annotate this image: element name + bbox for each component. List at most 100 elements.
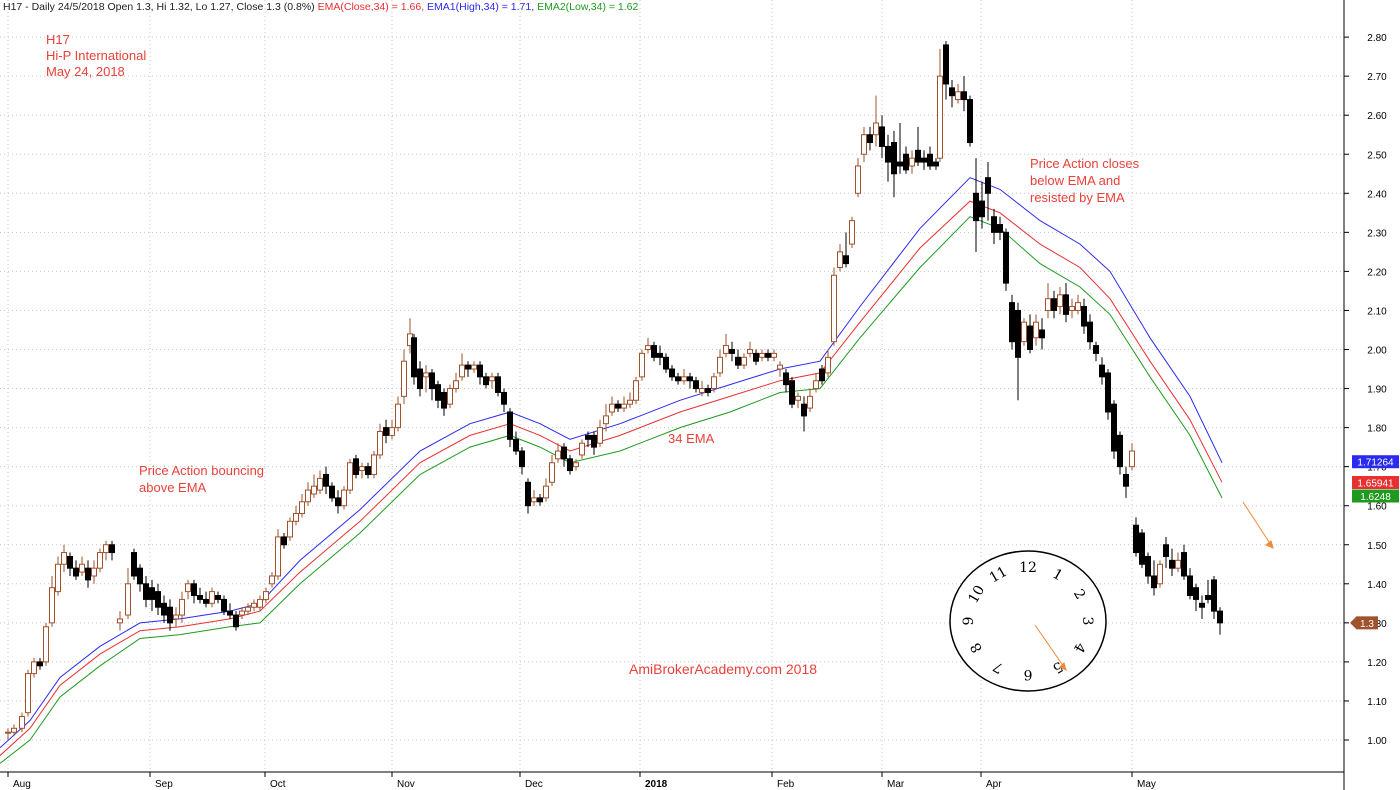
candle-body [1145, 555, 1151, 577]
candle-body [1139, 532, 1145, 565]
candle-body [1129, 450, 1135, 468]
candle-body [985, 177, 991, 194]
candle-body [317, 477, 323, 491]
candle-body [955, 91, 961, 101]
candle-body [435, 384, 441, 401]
candle-body [1169, 559, 1175, 569]
x-tick-label: Nov [397, 779, 415, 790]
clock-number: 3 [1079, 617, 1095, 626]
candle-body [125, 583, 131, 616]
chart-header: H17 - Daily 24/5/2018 Open 1.3, Hi 1.32,… [3, 1, 638, 13]
candle-body [687, 376, 693, 382]
candle-body [1075, 302, 1081, 311]
candle-body [341, 489, 347, 507]
price-tag-label: 1.65941 [1357, 479, 1394, 490]
candle-body [615, 403, 621, 409]
x-tick-label: Dec [525, 779, 543, 790]
candle-body [819, 368, 825, 382]
candle-body [651, 345, 657, 358]
candle-body [943, 44, 949, 85]
candle-body [1039, 329, 1045, 339]
annotation-close-below: Price Action closes below EMA and resist… [1030, 155, 1139, 206]
annotation-close-line3: resisted by EMA [1030, 190, 1125, 205]
candle-body [603, 415, 609, 425]
candle-body [1163, 544, 1169, 557]
candle-body [185, 583, 191, 593]
candle-body [1051, 298, 1057, 311]
candle-body [371, 454, 377, 475]
candle-body [1009, 302, 1015, 343]
candle-body [383, 427, 389, 436]
candle-body [729, 349, 735, 354]
candle-body [579, 442, 585, 456]
candle-body [215, 595, 221, 600]
candle-body [37, 661, 43, 667]
candle-body [765, 352, 771, 358]
candle-body [203, 598, 209, 604]
annotation-close-line1: Price Action closes [1030, 156, 1140, 171]
candle-body [681, 376, 687, 382]
candle-body [61, 552, 67, 565]
candle-body [25, 673, 31, 714]
candle-body [837, 251, 843, 268]
candle-body [447, 388, 453, 405]
candle-body [717, 356, 723, 374]
candle-body [675, 376, 681, 382]
candle-body [365, 466, 371, 475]
candle-body [759, 352, 765, 358]
y-tick-label: 1.40 [1367, 580, 1387, 591]
candle-body [239, 610, 245, 616]
x-axis-labels: Aug Sep Oct Nov Dec 2018 Feb Mar Apr May [7, 772, 1156, 790]
candle-body [73, 567, 79, 577]
y-tick-label: 2.00 [1367, 346, 1387, 357]
candle-body [519, 450, 525, 468]
candle-body [329, 485, 335, 499]
candle-body [555, 450, 561, 460]
chart-title-date: May 24, 2018 [46, 64, 125, 79]
candle-body [335, 497, 341, 507]
price-tags: 1.71264 1.65941 1.6248 1.3 [1350, 455, 1399, 630]
candlesticks [5, 41, 1223, 740]
price-tag-box [1356, 616, 1378, 630]
candle-body [567, 458, 573, 472]
candle-body [275, 536, 281, 577]
price-tag-box [1352, 476, 1399, 490]
candle-body [49, 587, 55, 624]
y-tick-label: 2.40 [1367, 189, 1387, 200]
chart-title-symbol: H17 [46, 32, 70, 47]
candle-body [777, 364, 783, 370]
y-tick-label: 2.60 [1367, 111, 1387, 122]
candle-body [849, 220, 855, 245]
candle-body [233, 614, 239, 628]
candle-body [531, 497, 537, 503]
x-tick-label: Feb [777, 779, 795, 790]
candle-body [897, 161, 903, 167]
candle-body [1069, 306, 1075, 311]
candle-body [591, 434, 597, 448]
candle-body [1211, 579, 1217, 612]
candle-body [1187, 575, 1193, 597]
candle-body [179, 598, 185, 616]
clock-number: 9 [961, 617, 977, 626]
candle-body [627, 399, 633, 405]
candle-body [1045, 298, 1051, 311]
y-tick-label: 1.90 [1367, 385, 1387, 396]
arrow-icon [1034, 624, 1067, 671]
candle-body [1133, 524, 1139, 554]
candle-body [801, 403, 807, 417]
candle-body [669, 368, 675, 378]
annotation-bounce: Price Action bouncing above EMA [139, 462, 264, 496]
candle-body [663, 356, 669, 370]
candle-body [1093, 345, 1099, 354]
candle-body [657, 352, 663, 358]
price-tag-label: 1.3 [1360, 619, 1374, 630]
candle-body [305, 489, 311, 503]
arrow-icon [1242, 501, 1274, 549]
y-tick-label: 1.60 [1367, 502, 1387, 513]
candle-body [1087, 321, 1093, 343]
candle-body [549, 462, 555, 483]
header-prefix: H17 - Daily 24/5/2018 Open 1.3, Hi 1.32,… [3, 1, 315, 13]
header-ema-low: EMA2(Low,34) = 1.62 [537, 1, 639, 13]
candle-body [293, 513, 299, 522]
candle-body [789, 380, 795, 405]
